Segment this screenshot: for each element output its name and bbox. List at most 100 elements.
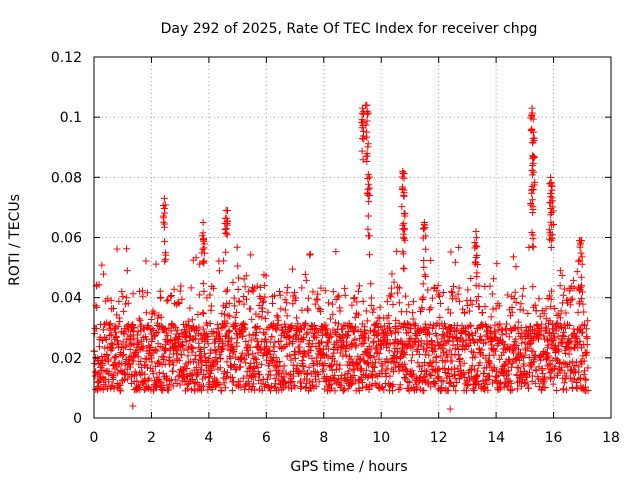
data-point: [385, 347, 393, 355]
data-point: [291, 288, 299, 296]
data-point: [246, 363, 254, 371]
data-point: [122, 294, 130, 302]
data-point: [161, 255, 169, 263]
data-point: [125, 360, 133, 368]
data-point: [383, 298, 391, 306]
data-point: [250, 370, 258, 378]
data-point: [423, 368, 431, 376]
data-point: [460, 359, 468, 367]
data-point: [286, 351, 294, 359]
data-point: [214, 321, 222, 329]
data-point: [488, 290, 496, 298]
data-point: [161, 249, 169, 257]
data-point: [311, 300, 319, 308]
data-point: [233, 342, 241, 350]
data-point: [578, 282, 586, 290]
data-point: [214, 325, 222, 333]
data-point: [455, 351, 463, 359]
data-point: [398, 185, 406, 193]
data-point: [261, 315, 269, 323]
data-point: [242, 359, 250, 367]
data-point: [225, 327, 233, 335]
data-point: [280, 362, 288, 370]
data-point: [190, 335, 198, 343]
data-point: [428, 294, 436, 302]
data-point: [253, 328, 261, 336]
data-point: [318, 360, 326, 368]
data-point: [115, 297, 123, 305]
data-point: [473, 234, 481, 242]
data-point: [121, 300, 129, 308]
data-point: [254, 368, 262, 376]
data-point: [433, 287, 441, 295]
data-point: [233, 243, 241, 251]
data-point: [159, 202, 167, 210]
data-point: [231, 302, 239, 310]
data-point: [169, 367, 177, 375]
data-point: [449, 282, 457, 290]
data-point: [525, 384, 533, 392]
data-point: [310, 361, 318, 369]
data-point: [385, 320, 393, 328]
data-point: [463, 380, 471, 388]
data-point: [560, 385, 568, 393]
data-point: [333, 346, 341, 354]
data-point: [426, 359, 434, 367]
data-point: [312, 382, 320, 390]
data-point: [269, 320, 277, 328]
data-point: [253, 359, 261, 367]
data-point: [542, 348, 550, 356]
data-point: [352, 309, 360, 317]
data-point: [529, 283, 537, 291]
data-point: [199, 236, 207, 244]
data-point: [542, 305, 550, 313]
data-point: [168, 321, 176, 329]
data-point: [431, 380, 439, 388]
data-point: [381, 369, 389, 377]
data-point: [455, 297, 463, 305]
data-point: [510, 295, 518, 303]
data-point: [302, 276, 310, 284]
data-point: [382, 373, 390, 381]
data-point: [562, 309, 570, 317]
data-point: [206, 291, 214, 299]
data-point: [551, 363, 559, 371]
data-point: [472, 282, 480, 290]
data-point: [130, 334, 138, 342]
data-point: [511, 288, 519, 296]
data-point: [126, 363, 134, 371]
data-point: [528, 109, 536, 117]
x-tick-label: 6: [262, 430, 271, 446]
data-point: [105, 378, 113, 386]
data-point: [428, 337, 436, 345]
data-point: [169, 382, 177, 390]
data-point: [286, 323, 294, 331]
data-point: [342, 351, 350, 359]
data-point: [119, 350, 127, 358]
data-point: [556, 314, 564, 322]
data-point: [405, 379, 413, 387]
data-point: [304, 329, 312, 337]
data-point: [107, 339, 115, 347]
data-point: [446, 379, 454, 387]
data-point: [167, 327, 175, 335]
data-point: [263, 375, 271, 383]
data-point: [222, 229, 230, 237]
data-point: [533, 330, 541, 338]
data-point: [482, 364, 490, 372]
data-point: [298, 306, 306, 314]
data-point: [350, 294, 358, 302]
data-point: [351, 336, 359, 344]
data-point: [448, 357, 456, 365]
data-point: [531, 380, 539, 388]
data-point: [443, 337, 451, 345]
data-point: [218, 345, 226, 353]
data-point: [509, 253, 517, 261]
data-point: [322, 321, 330, 329]
data-point: [148, 325, 156, 333]
data-point: [471, 353, 479, 361]
data-point: [395, 386, 403, 394]
data-point: [426, 321, 434, 329]
data-point: [275, 288, 283, 296]
data-point: [314, 369, 322, 377]
